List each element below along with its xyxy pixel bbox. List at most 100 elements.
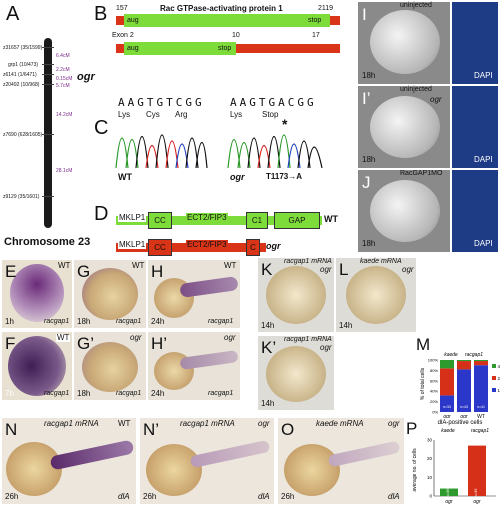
embryo-image-i [358, 2, 450, 84]
bar-segment-4 [440, 360, 454, 369]
embryo-image-n [2, 418, 136, 504]
dapi-label: DAPI [474, 71, 493, 80]
panel-h-letter: H [151, 262, 164, 281]
embryo-image-l [336, 258, 416, 332]
stage-label: 24h [151, 389, 165, 398]
embryo-image-g-prime [74, 332, 146, 400]
injection-label: racgap1 mRNA [284, 258, 332, 265]
genotype-label: WT [132, 261, 145, 270]
panel-n-letter: N [5, 420, 18, 439]
probe-label: dlA [258, 492, 270, 501]
bar-segment-2 [474, 361, 488, 366]
stage-label: 7h [5, 389, 14, 398]
probe-label: racgap1 [44, 318, 70, 325]
y-tick-label: 40% [430, 389, 438, 394]
domain-ect2: ECT2/FIP3 [186, 240, 228, 249]
panel-c-letter: C [94, 117, 109, 139]
ogr-aa: Stop [262, 110, 279, 119]
probe-label: racgap1 [116, 318, 142, 325]
legend-label: 4 [498, 364, 500, 369]
genotype-label: ogr [130, 333, 142, 342]
chart-header: kaede [444, 352, 458, 358]
wt-sequence: AAGTGTCGG [118, 96, 205, 109]
dapi-label: DAPI [474, 155, 493, 164]
probe-label: dlA [118, 492, 130, 501]
stage-label: 26h [143, 492, 157, 501]
condition-label: uninjected [400, 2, 432, 9]
utr-block [330, 16, 340, 25]
wt-aa: Lys [118, 110, 131, 119]
panel-k-prime-letter: K’ [261, 338, 277, 357]
embryo-image-h [148, 260, 240, 328]
stage-label: 18h [77, 317, 91, 326]
chart-m: kaede racgap1 % of total cells 100% 80% 60… [420, 352, 500, 418]
genotype-label: ogr [388, 419, 400, 428]
legend-swatch-1 [492, 388, 496, 392]
bar [440, 488, 458, 496]
utr-block-ogr [236, 44, 340, 53]
domain-ect2: ECT2/FIP3 [186, 213, 228, 222]
chart-header: racgap1 [471, 428, 489, 434]
marker-tick [42, 74, 54, 75]
dapi-label: DAPI [474, 239, 493, 248]
condition-label: RacGAP1MO [400, 170, 443, 177]
panel-f-letter: F [5, 334, 16, 353]
mutation-star: * [282, 116, 288, 132]
panel-d-letter: D [94, 203, 109, 225]
condition-label: uninjected [400, 86, 432, 93]
panel-m-letter: M [416, 335, 431, 354]
y-tick-label: 20% [430, 399, 438, 404]
wt-chromatogram [115, 134, 208, 169]
gene-label-ogr: ogr [77, 71, 95, 83]
aug-label: aug [127, 45, 139, 52]
domain-cc: CC [148, 212, 172, 229]
stage-label: 18h [362, 71, 376, 80]
embryo-image-i-prime [358, 86, 450, 168]
bar-segment-2 [440, 368, 454, 396]
probe-label: dlA [388, 492, 400, 501]
chromosome-bar [44, 38, 52, 228]
wt-domain-label: WT [324, 214, 338, 224]
genotype-label: WT [118, 419, 131, 428]
y-axis-label: average no. of cells [412, 448, 418, 492]
domain-mklp1: MKLP1 [118, 213, 147, 222]
stage-label: 18h [362, 239, 376, 248]
dapi-image-i-prime [452, 86, 498, 168]
marker-label: z31657 (35/1599) [3, 45, 43, 51]
embryo-image-k [258, 258, 334, 332]
genotype-label: ogr [402, 265, 414, 274]
protein-title: Rac GTPase-activating protein 1 [160, 4, 283, 13]
stage-label: 14h [261, 399, 275, 408]
panel-j-letter: J [362, 173, 371, 192]
distance-label: 2.2cM [56, 67, 70, 73]
chart-p: dlA-positive cells kaede racgap1 average… [412, 420, 496, 505]
bar-segment-4 [457, 360, 471, 362]
stage-label: 24h [151, 317, 165, 326]
injection-label: racgap1 mRNA [44, 419, 99, 428]
panel-n-prime-letter: N’ [143, 420, 160, 439]
embryo-image-f [2, 332, 72, 400]
dapi-image-i [452, 2, 498, 84]
bar-n-label: n=36 [473, 488, 478, 498]
y-tick-label: 100% [428, 358, 439, 363]
genotype-label: WT [56, 333, 71, 342]
probe-label: racgap1 [208, 318, 234, 325]
distance-label: 5.7cM [56, 83, 70, 89]
stage-label: 26h [5, 492, 19, 501]
chromosome-caption: Chromosome 23 [4, 236, 91, 248]
bar-segment-1 [474, 365, 488, 412]
wt-label: WT [118, 172, 132, 182]
legend-label: 1 [498, 388, 500, 393]
y-tick-label: 10 [427, 475, 433, 480]
utr-block [116, 16, 124, 25]
y-tick-label: 0 [429, 494, 432, 499]
distance-label: 6.4cM [56, 53, 70, 59]
injection-label: kaede mRNA [316, 419, 364, 428]
ogr-label: ogr [230, 172, 245, 182]
domain-gap: GAP [274, 212, 320, 229]
ogr-domain-label: ogr [266, 241, 281, 251]
start-number: 157 [116, 5, 128, 12]
wt-aa: Arg [175, 110, 188, 119]
stage-label: 26h [281, 492, 295, 501]
probe-label: racgap1 [208, 390, 234, 397]
